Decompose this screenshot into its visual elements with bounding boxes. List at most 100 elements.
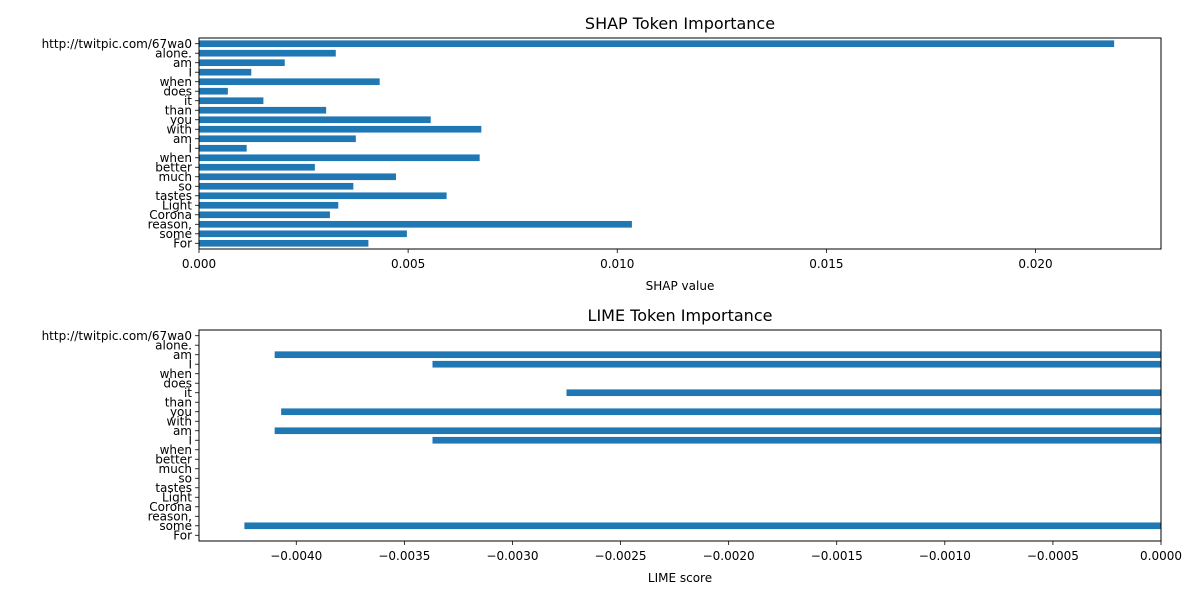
bar-10 (432, 436, 1162, 444)
category-label: so (178, 179, 192, 193)
bar-15 (199, 97, 264, 105)
category-label: For (173, 236, 192, 250)
bar-19 (274, 351, 1161, 359)
x-tick-label: 0.005 (391, 257, 425, 271)
bar-18 (432, 360, 1162, 368)
bar-19 (199, 59, 285, 67)
bar-2 (199, 220, 632, 228)
category-label: when (160, 367, 192, 381)
category-label: than (165, 103, 192, 117)
bars-group (244, 351, 1162, 530)
category-label: http://twitpic.com/67wa0 (42, 329, 192, 343)
category-label: when (160, 443, 192, 457)
category-label: reason, (148, 509, 192, 523)
x-tick-label: 0.015 (809, 257, 843, 271)
category-label: Light (162, 198, 192, 212)
x-tick-label: −0.0035 (378, 549, 430, 563)
x-tick-label: −0.0025 (595, 549, 647, 563)
category-label: it (184, 94, 192, 108)
category-label: some (159, 519, 192, 533)
bar-12 (199, 125, 482, 133)
x-axis-label: LIME score (648, 571, 712, 585)
x-tick-label: −0.0010 (919, 549, 971, 563)
x-tick-label: −0.0030 (486, 549, 538, 563)
lime-chart-panel: LIME Token Importance Forsomereason,Coro… (42, 306, 1182, 585)
bar-1 (244, 522, 1161, 530)
category-label: better (155, 160, 192, 174)
x-tick-label: −0.0005 (1027, 549, 1079, 563)
x-tick-label: 0.010 (600, 257, 634, 271)
bar-8 (199, 163, 315, 171)
bar-18 (199, 68, 252, 76)
category-label: tastes (155, 189, 192, 203)
bar-13 (281, 408, 1161, 416)
category-label: am (173, 348, 192, 362)
bar-11 (274, 427, 1161, 435)
bar-15 (566, 389, 1161, 397)
category-label: some (159, 227, 192, 241)
category-label: you (170, 405, 192, 419)
category-label: when (160, 75, 192, 89)
category-label: with (167, 414, 192, 428)
bar-13 (199, 116, 431, 124)
category-label: I (188, 65, 192, 79)
category-label: you (170, 113, 192, 127)
bar-11 (199, 135, 356, 143)
category-label: Corona (149, 208, 192, 222)
bar-21 (199, 40, 1115, 48)
x-tick-label: 0.0000 (1140, 549, 1182, 563)
bar-3 (199, 211, 330, 219)
category-labels: Forsomereason,CoronaLighttastessomuchbet… (42, 37, 199, 250)
x-tick-label: 0.000 (182, 257, 216, 271)
bar-14 (199, 106, 327, 114)
category-label: tastes (155, 481, 192, 495)
category-label: does (163, 84, 192, 98)
category-label: I (188, 433, 192, 447)
x-axis-ticks: −0.0040 −0.0035 −0.0030 −0.0025 −0.0020 −0.00… (270, 541, 1182, 563)
category-label: For (173, 528, 192, 542)
category-label: it (184, 386, 192, 400)
x-tick-label: 0.020 (1018, 257, 1052, 271)
category-label: alone. (155, 338, 192, 352)
bar-16 (199, 87, 228, 95)
bar-10 (199, 144, 247, 152)
category-labels: Forsomereason,CoronaLighttastessomuchbet… (42, 329, 199, 542)
x-tick-label: −0.0020 (703, 549, 755, 563)
category-label: much (159, 170, 193, 184)
bar-1 (199, 230, 407, 238)
category-label: I (188, 357, 192, 371)
category-label: Corona (149, 500, 192, 514)
category-label: when (160, 151, 192, 165)
shap-chart-panel: SHAP Token Importance Forsomereason,Coro… (42, 14, 1162, 293)
chart-title: SHAP Token Importance (585, 14, 775, 33)
category-label: alone. (155, 46, 192, 60)
category-label: reason, (148, 217, 192, 231)
category-label: does (163, 376, 192, 390)
bar-0 (199, 239, 369, 247)
category-label: better (155, 452, 192, 466)
plot-frame (198, 37, 1162, 250)
category-label: Light (162, 490, 192, 504)
bar-5 (199, 192, 447, 200)
chart-title: LIME Token Importance (588, 306, 773, 325)
bar-17 (199, 78, 380, 86)
bar-9 (199, 154, 480, 162)
plot-frame (198, 329, 1162, 542)
bars-group (199, 40, 1115, 247)
bar-20 (199, 49, 336, 57)
x-tick-label: −0.0015 (811, 549, 863, 563)
x-tick-label: −0.0040 (270, 549, 322, 563)
category-label: am (173, 132, 192, 146)
x-axis-ticks: 0.000 0.005 0.010 0.015 0.020 (182, 249, 1053, 271)
category-label: much (159, 462, 193, 476)
category-label: I (188, 141, 192, 155)
x-axis-label: SHAP value (646, 279, 715, 293)
category-label: than (165, 395, 192, 409)
category-label: am (173, 424, 192, 438)
category-label: with (167, 122, 192, 136)
category-label: http://twitpic.com/67wa0 (42, 37, 192, 51)
category-label: am (173, 56, 192, 70)
bar-7 (199, 173, 397, 181)
category-label: so (178, 471, 192, 485)
